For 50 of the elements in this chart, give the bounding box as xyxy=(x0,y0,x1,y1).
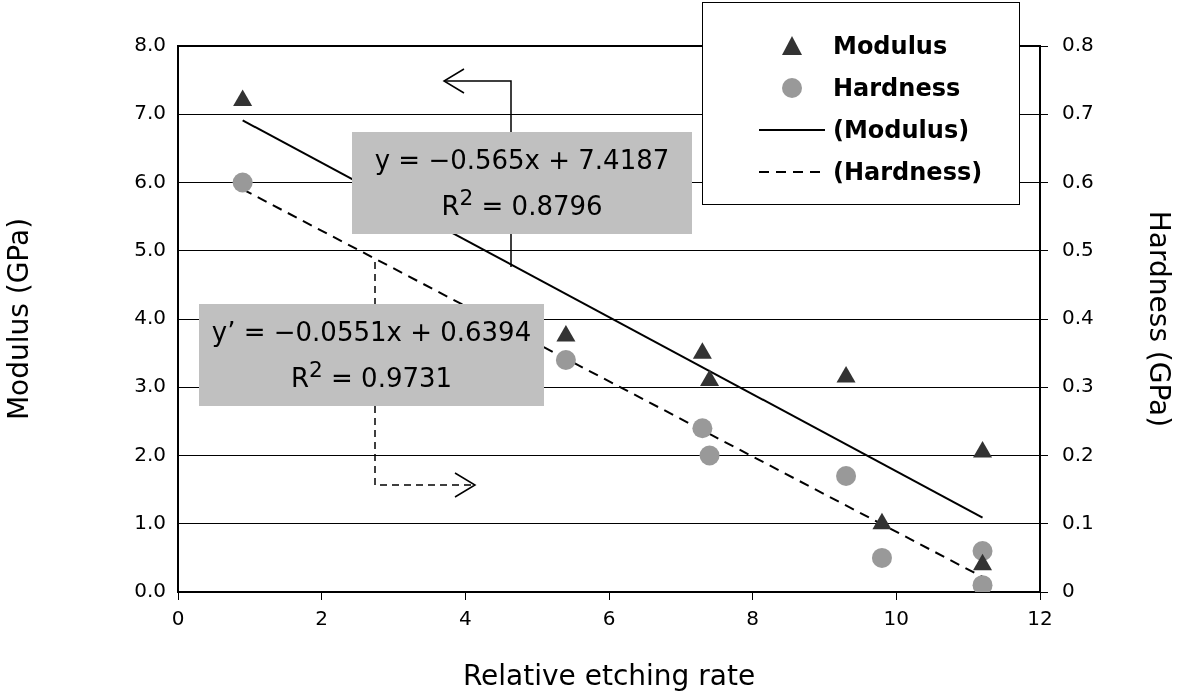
y2-tick-label: 0.8 xyxy=(1062,32,1094,57)
point xyxy=(692,418,713,439)
legend-label: Hardness xyxy=(833,74,961,102)
annotation: y = −0.565x + 7.4187 xyxy=(373,144,671,177)
point xyxy=(233,89,253,107)
x-tick-label: 12 xyxy=(1027,606,1053,631)
y-tick-label: 8.0 xyxy=(134,32,166,57)
y2-tick-label: 0 xyxy=(1062,578,1075,603)
y-tick-label: 0.0 xyxy=(134,578,166,603)
legend-label: (Modulus) xyxy=(833,116,970,144)
y-tick-label: 7.0 xyxy=(134,100,166,125)
x-tick-label: 8 xyxy=(746,606,760,631)
x-tick-label: 2 xyxy=(315,606,329,631)
annotation: R$^{2}$ = 0.8796 xyxy=(440,184,604,223)
x-tick-label: 10 xyxy=(883,606,910,631)
y-tick-label: 6.0 xyxy=(134,168,166,193)
annotation: R$^{2}$ = 0.9731 xyxy=(289,356,454,395)
y2-tick-label: 0.4 xyxy=(1062,305,1094,330)
y-tick-label: 5.0 xyxy=(134,236,166,261)
point xyxy=(872,512,892,530)
y2-axis-title: Hardness (GPa) xyxy=(1142,210,1176,428)
point xyxy=(692,342,712,359)
y-tick-label: 3.0 xyxy=(134,373,166,398)
point xyxy=(871,547,892,568)
legend-label: (Hardness) xyxy=(833,158,983,186)
y-tick-label: 1.0 xyxy=(134,509,166,534)
point xyxy=(973,441,993,458)
point xyxy=(555,349,576,370)
y-tick-label: 4.0 xyxy=(134,305,166,330)
y-tick-label: 2.0 xyxy=(134,441,166,466)
x-axis-title: Relative etching rate xyxy=(462,659,756,693)
y-axis-title: Modulus (GPa) xyxy=(2,217,36,421)
y2-tick-label: 0.2 xyxy=(1062,441,1094,466)
point xyxy=(973,553,993,571)
y2-tick-label: 0.3 xyxy=(1062,373,1094,398)
x-tick-label: 6 xyxy=(602,606,616,631)
point xyxy=(232,172,253,193)
point xyxy=(700,369,720,386)
annotation: y’ = −0.0551x + 0.6394 xyxy=(210,316,533,349)
x-tick-label: 0 xyxy=(171,606,185,631)
point xyxy=(556,325,576,342)
point xyxy=(836,465,857,486)
y2-tick-label: 0.6 xyxy=(1062,168,1094,193)
x-tick-label: 4 xyxy=(458,606,472,631)
y2-tick-label: 0.5 xyxy=(1062,236,1094,261)
legend-label: Modulus xyxy=(833,32,948,60)
y2-tick-label: 0.1 xyxy=(1062,509,1094,534)
point xyxy=(836,366,856,383)
point xyxy=(699,445,720,466)
y2-tick-label: 0.7 xyxy=(1062,100,1094,125)
